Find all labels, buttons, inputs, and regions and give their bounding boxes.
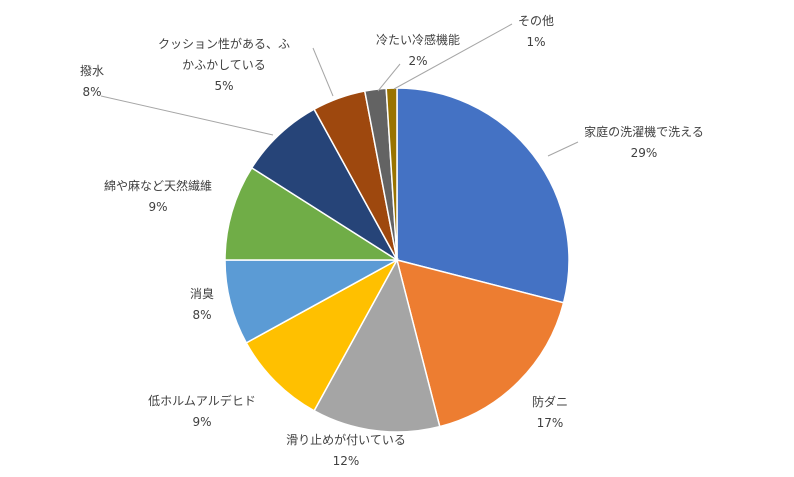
slice-label-6: 綿や麻など天然繊維 — [104, 178, 212, 193]
pie-slices — [224, 87, 570, 433]
slice-value-4: 9% — [192, 415, 211, 429]
slice-label-8-line-2: かふかしている — [182, 58, 266, 72]
pie-slice-2 — [395, 258, 565, 428]
slice-label-4: 低ホルムアルデヒド — [148, 393, 256, 408]
leader-line-10 — [393, 23, 513, 90]
pie-slice-3 — [313, 257, 441, 433]
leader-line-1 — [547, 141, 579, 157]
leader-line-8 — [312, 47, 334, 97]
pie-slice-4 — [245, 258, 399, 412]
leader-lines — [100, 23, 579, 157]
slice-value-1: 29% — [631, 146, 658, 160]
slice-value-3: 12% — [333, 454, 360, 468]
slice-label-9: 冷たい冷感機能 — [376, 32, 460, 47]
slice-value-7: 8% — [82, 85, 101, 99]
slice-value-6: 9% — [148, 200, 167, 214]
pie-slice-6 — [224, 166, 400, 261]
slice-value-5: 8% — [192, 308, 211, 322]
slice-value-2: 17% — [537, 416, 564, 430]
slice-label-2: 防ダニ — [532, 394, 568, 409]
slice-value-10: 1% — [526, 35, 545, 49]
pie-slice-10 — [385, 87, 398, 261]
slice-label-5: 消臭 — [190, 286, 214, 301]
pie-slice-1 — [396, 87, 570, 304]
slice-label-10: その他 — [518, 14, 554, 28]
slice-label-1: 家庭の洗濯機で洗える — [584, 124, 704, 139]
slice-value-8: 5% — [214, 79, 233, 93]
data-labels: 家庭の洗濯機で洗える 29% 防ダニ 17% 滑り止めが付いている 12% 低ホルムアルデヒ… — [80, 14, 704, 468]
slice-label-7: 撥水 — [80, 63, 104, 78]
slice-value-9: 2% — [408, 54, 427, 68]
leader-line-9 — [377, 63, 401, 92]
slice-label-8-line-1: クッション性がある、ふ — [158, 36, 290, 51]
slice-label-3: 滑り止めが付いている — [286, 432, 406, 447]
leader-line-7 — [100, 95, 274, 136]
